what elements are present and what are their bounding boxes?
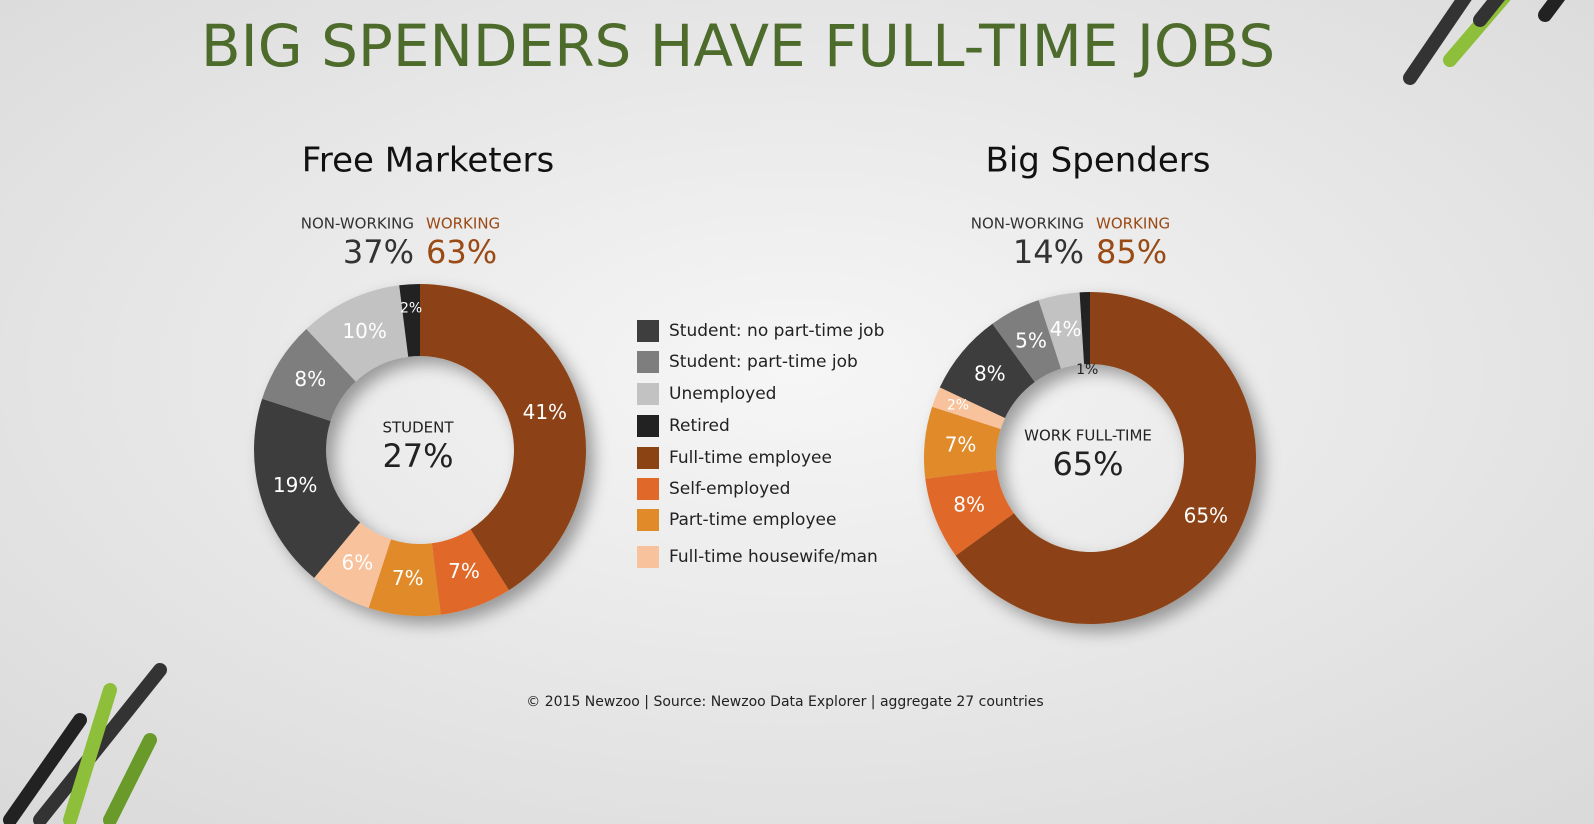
donut-slice [368,539,441,616]
donut-slice [262,328,356,421]
data-label: 4% [1050,317,1082,341]
donut-slice [939,323,1035,418]
legend-label: Full-time employee [669,448,832,468]
non-working-label: NON-WORKING [301,215,414,233]
donut [254,284,586,616]
center-value: 65% [1052,445,1123,483]
data-label: 7% [945,432,977,456]
legend-label: Student: part-time job [669,352,858,372]
legend-label: Retired [669,416,730,436]
donut-slice [925,469,1014,556]
legend-swatch [637,415,659,437]
data-label: 1% [1076,362,1098,378]
legend-label: Full-time housewife/man [669,547,878,567]
decoration [3,0,1565,824]
chart-title: Big Spenders [986,141,1211,181]
donut-slice [254,398,361,578]
donut-slice [923,406,1001,479]
data-label: 2% [400,300,422,316]
donut-slice [955,291,1256,624]
donut-slice [992,300,1061,382]
donut-slice [1079,292,1090,365]
donut-slice [314,522,391,608]
legend-swatch [637,478,659,500]
donut-slice [306,285,409,382]
data-label: 8% [974,362,1006,386]
center-label: STUDENT [382,419,454,437]
donut-slice [399,284,420,357]
legend-label: Student: no part-time job [669,321,884,341]
legend-swatch [637,351,659,373]
legend-swatch [637,509,659,531]
legend-swatch [637,383,659,405]
working-label: WORKING [426,215,500,233]
legend-label: Part-time employee [669,510,836,530]
data-label: 7% [392,566,424,590]
footer: © 2015 Newzoo | Source: Newzoo Data Expl… [526,694,1043,710]
non-working-label: NON-WORKING [971,215,1084,233]
working-value: 63% [426,233,497,271]
chart-title: Free Marketers [302,141,554,181]
legend-swatch [637,546,659,568]
data-label: 2% [947,398,969,414]
donut [923,291,1256,624]
legend-swatch [637,447,659,469]
data-label: 65% [1184,504,1228,528]
legend-swatch [637,320,659,342]
data-label: 7% [448,559,480,583]
legend-label: Unemployed [669,384,776,404]
donut-slice [420,284,586,591]
working-value: 85% [1096,233,1167,271]
data-label: 5% [1015,329,1047,353]
page-title: BIG SPENDERS HAVE FULL-TIME JOBS [201,12,1275,80]
donut-slice [431,529,509,615]
data-label: 10% [342,319,386,343]
data-label: 41% [523,400,567,424]
data-label: 19% [273,473,317,497]
center-value: 27% [382,437,453,475]
donut-slice [1038,292,1085,369]
data-label: 6% [342,550,374,574]
data-label: 8% [953,492,985,516]
donut-slice [932,387,1005,429]
legend-label: Self-employed [669,479,790,499]
center-label: WORK FULL-TIME [1024,427,1152,445]
non-working-value: 14% [1013,233,1084,271]
data-label: 8% [294,367,326,391]
non-working-value: 37% [343,233,414,271]
working-label: WORKING [1096,215,1170,233]
